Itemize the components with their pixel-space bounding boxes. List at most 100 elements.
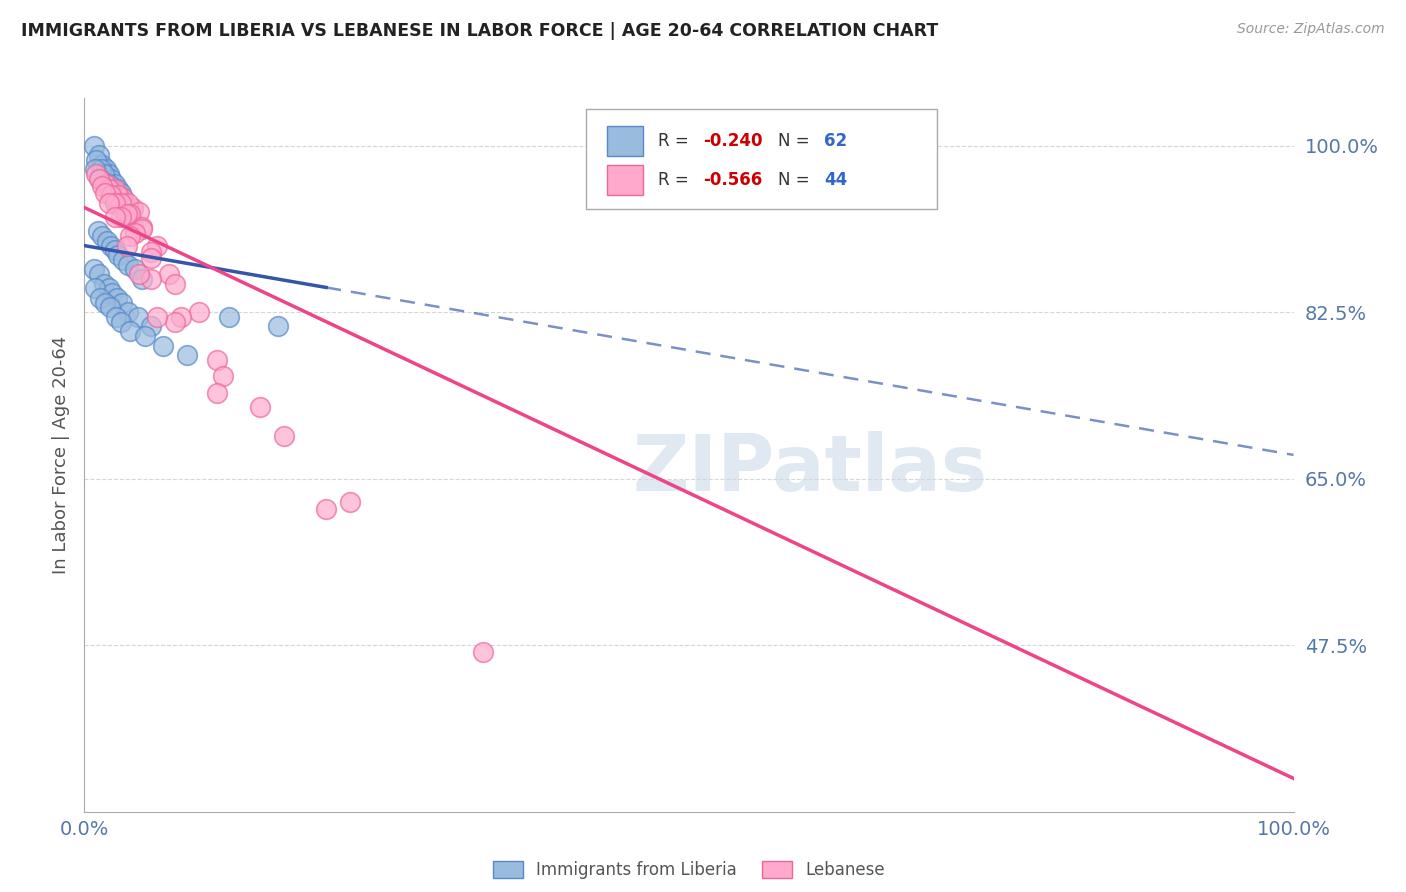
Point: [104, 195, 127, 210]
Point: [91, 229, 114, 244]
Point: [111, 295, 134, 310]
Legend: Immigrants from Liberia, Lebanese: Immigrants from Liberia, Lebanese: [486, 854, 891, 886]
Point: [97, 181, 120, 195]
Point: [87, 267, 110, 281]
Point: [110, 186, 132, 201]
Text: -0.240: -0.240: [703, 132, 763, 150]
Point: [176, 348, 198, 362]
Point: [152, 338, 174, 352]
Point: [146, 238, 169, 252]
Point: [94, 295, 117, 310]
Point: [131, 219, 153, 234]
FancyBboxPatch shape: [607, 126, 643, 156]
Point: [104, 310, 127, 324]
Point: [101, 286, 124, 301]
Point: [139, 251, 162, 265]
Point: [96, 234, 118, 248]
Text: N =: N =: [779, 132, 815, 150]
Text: 44: 44: [824, 171, 848, 189]
Text: ZIPatlas: ZIPatlas: [633, 431, 987, 508]
Text: 62: 62: [824, 132, 848, 150]
Point: [117, 305, 139, 319]
Point: [118, 210, 141, 224]
Point: [104, 177, 127, 191]
Point: [89, 172, 111, 186]
Point: [87, 172, 110, 186]
Text: -0.566: -0.566: [703, 171, 762, 189]
Point: [339, 495, 361, 509]
Point: [84, 162, 107, 177]
Point: [112, 191, 135, 205]
Point: [97, 281, 120, 295]
Point: [115, 201, 138, 215]
Point: [212, 368, 235, 383]
Text: N =: N =: [779, 171, 815, 189]
Point: [104, 244, 127, 258]
Point: [128, 205, 150, 219]
Point: [86, 167, 108, 181]
Point: [94, 177, 117, 191]
Point: [98, 186, 121, 201]
Point: [128, 267, 150, 281]
Point: [93, 277, 115, 291]
Point: [472, 645, 495, 659]
Point: [91, 158, 114, 172]
Point: [86, 153, 108, 167]
Point: [165, 277, 187, 291]
Text: IMMIGRANTS FROM LIBERIA VS LEBANESE IN LABOR FORCE | AGE 20-64 CORRELATION CHART: IMMIGRANTS FROM LIBERIA VS LEBANESE IN L…: [21, 22, 938, 40]
Y-axis label: In Labor Force | Age 20-64: In Labor Force | Age 20-64: [52, 335, 70, 574]
Point: [117, 195, 139, 210]
Point: [111, 201, 134, 215]
Point: [139, 272, 162, 286]
Point: [207, 386, 229, 401]
Point: [107, 188, 129, 202]
Point: [104, 210, 127, 224]
Point: [117, 258, 139, 272]
Point: [139, 245, 162, 260]
Point: [97, 195, 120, 210]
Point: [115, 207, 138, 221]
Point: [110, 315, 132, 329]
Point: [112, 195, 135, 210]
Point: [98, 301, 121, 315]
Point: [165, 315, 187, 329]
Point: [83, 138, 105, 153]
Point: [127, 310, 149, 324]
Point: [114, 205, 136, 219]
Text: Source: ZipAtlas.com: Source: ZipAtlas.com: [1237, 22, 1385, 37]
Point: [120, 324, 142, 338]
Point: [94, 177, 117, 191]
Point: [101, 181, 124, 195]
Point: [131, 272, 153, 286]
Point: [100, 238, 122, 252]
Text: R =: R =: [658, 132, 693, 150]
Point: [105, 291, 128, 305]
Point: [121, 201, 143, 215]
Point: [110, 210, 132, 224]
Point: [100, 172, 122, 186]
Point: [97, 177, 120, 191]
Point: [170, 310, 193, 324]
Point: [134, 329, 156, 343]
Point: [89, 291, 111, 305]
Point: [188, 305, 211, 319]
Point: [315, 502, 337, 516]
Point: [249, 401, 271, 415]
Point: [104, 186, 127, 201]
FancyBboxPatch shape: [586, 109, 936, 209]
Point: [131, 222, 153, 236]
Point: [139, 319, 162, 334]
Point: [110, 195, 132, 210]
Point: [100, 188, 122, 202]
Point: [146, 310, 169, 324]
Point: [207, 352, 229, 367]
Point: [94, 162, 117, 177]
Point: [120, 205, 142, 219]
Point: [112, 191, 135, 205]
Point: [108, 191, 131, 205]
Point: [273, 429, 295, 443]
Point: [115, 238, 138, 252]
Point: [107, 248, 129, 262]
Point: [93, 167, 115, 181]
Point: [84, 281, 107, 295]
